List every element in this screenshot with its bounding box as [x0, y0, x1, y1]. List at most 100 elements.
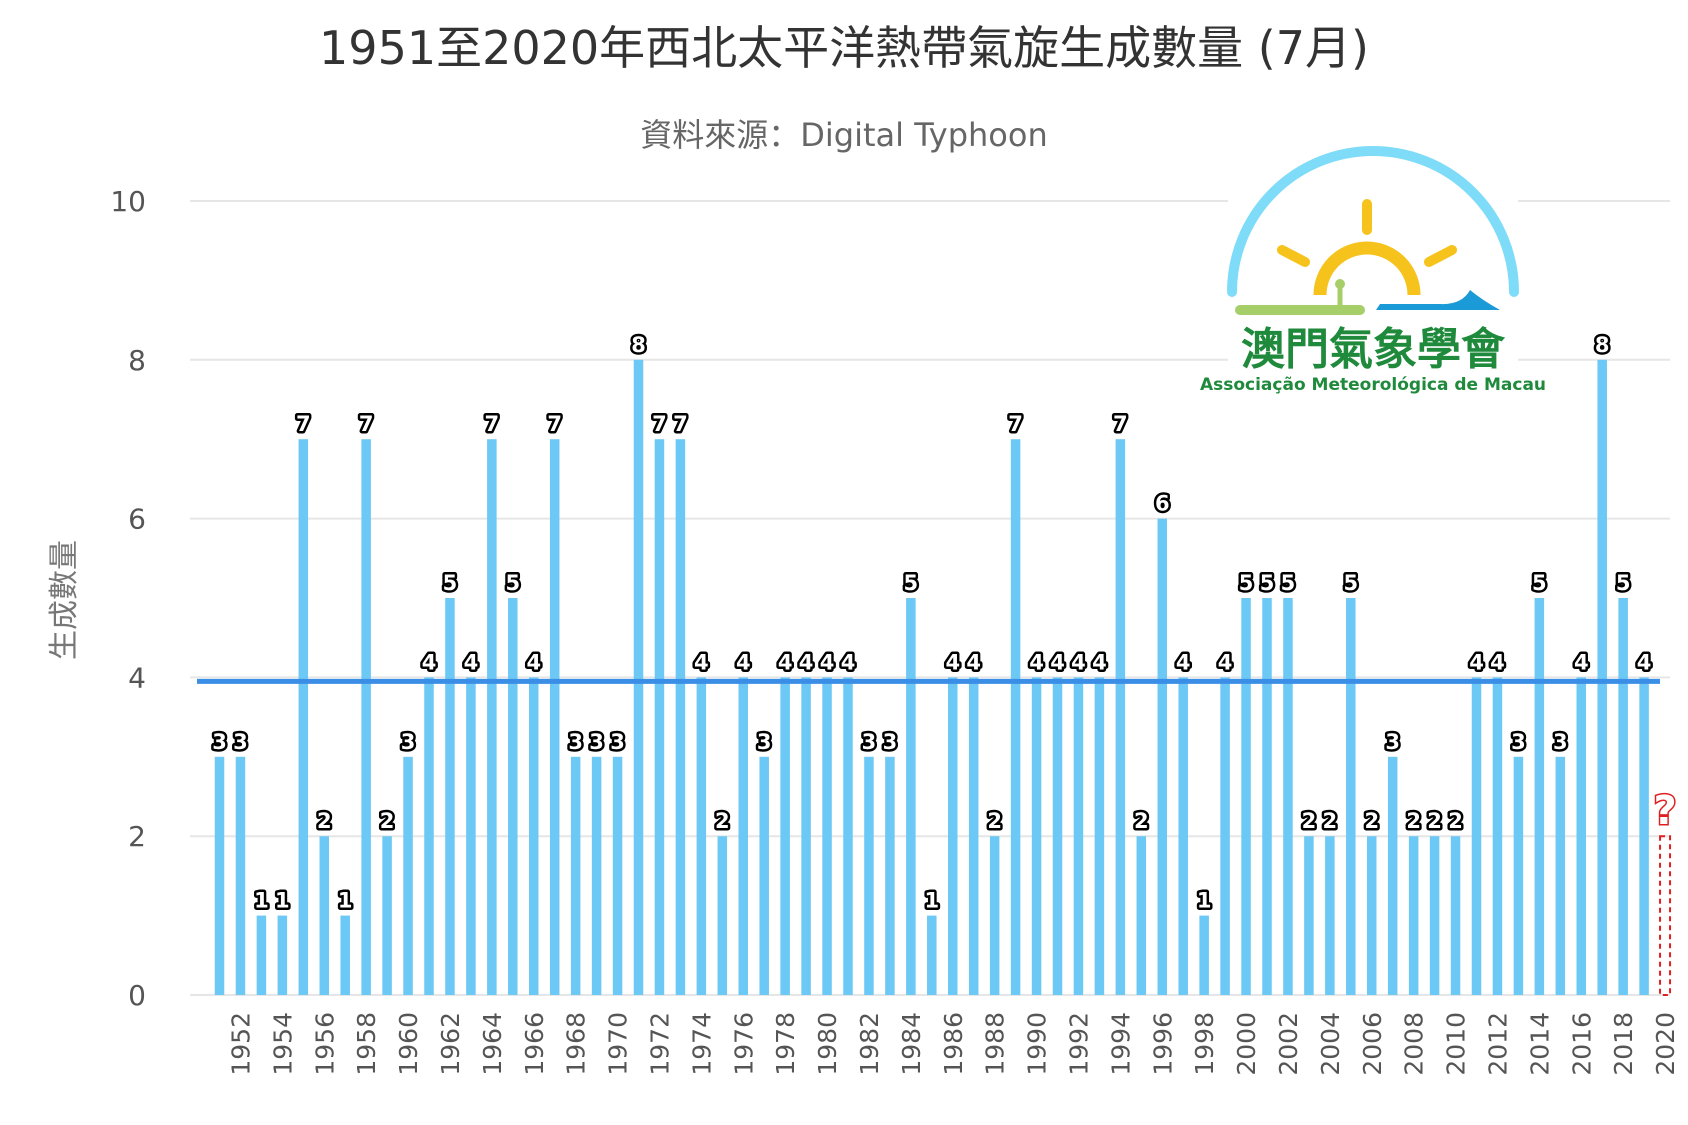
x-tick: 1986: [939, 1012, 968, 1076]
bar: [1450, 836, 1461, 995]
bar: [1492, 677, 1503, 995]
x-tick-label: 2014: [1525, 1012, 1554, 1076]
data-label: 3: [862, 730, 877, 754]
x-tick-label: 1964: [478, 1012, 507, 1076]
bar: [885, 756, 895, 995]
x-tick: 2012: [1483, 1012, 1512, 1076]
bar: [214, 756, 225, 995]
x-tick-label: 2010: [1442, 1012, 1471, 1076]
y-axis-ticks: 0 2 4 6 8 10: [110, 185, 146, 1012]
x-tick-label: 1986: [939, 1012, 968, 1076]
bar: [1199, 915, 1209, 995]
x-tick-label: 1976: [729, 1012, 758, 1076]
data-label: 3: [589, 730, 604, 754]
bar: [927, 915, 937, 995]
bar: [1387, 756, 1398, 995]
bar: [1115, 439, 1126, 995]
x-tick: 1952: [226, 1012, 255, 1076]
bar: [822, 677, 832, 995]
x-tick: 1958: [352, 1012, 381, 1076]
x-tick-label: 2020: [1651, 1012, 1680, 1076]
bar: [1325, 836, 1335, 995]
data-label: 4: [945, 650, 960, 674]
unknown-placeholder-bar: [1659, 835, 1672, 997]
data-label: 7: [673, 412, 688, 436]
bar: [256, 915, 267, 995]
bar: [424, 677, 434, 995]
bar: [633, 359, 644, 995]
data-label: 4: [694, 650, 709, 674]
x-tick: 1960: [394, 1012, 423, 1076]
data-label: 1: [275, 889, 290, 913]
data-label: 4: [1071, 650, 1086, 674]
data-label: 7: [547, 412, 562, 436]
logo-name-cn: 澳門氣象學會: [1241, 324, 1506, 375]
bar: [529, 677, 539, 995]
data-label: 4: [1469, 650, 1484, 674]
data-label: 4: [1490, 650, 1505, 674]
x-tick: 1980: [813, 1012, 842, 1076]
bar: [1031, 677, 1042, 995]
bar: [989, 836, 1000, 995]
bar: [361, 439, 371, 995]
x-tick: 1976: [729, 1012, 758, 1076]
bar: [340, 915, 350, 995]
data-label: 5: [1616, 571, 1631, 595]
data-label: 7: [296, 412, 311, 436]
x-axis-ticks: 1952 1954 1956 1958 1960 1962 1964 1966 1968 1970…: [226, 1012, 1680, 1076]
y-axis-label: 生成數量: [47, 540, 82, 660]
x-tick-label: 1992: [1064, 1012, 1093, 1076]
data-label: 4: [966, 650, 981, 674]
bar: [235, 756, 246, 995]
x-tick: 1956: [310, 1012, 339, 1076]
data-label: 1: [924, 889, 939, 913]
chart-subtitle: 資料來源：Digital Typhoon: [640, 116, 1048, 154]
x-tick-label: 1956: [310, 1012, 339, 1076]
data-label: 7: [1113, 412, 1128, 436]
data-label: 3: [1511, 730, 1526, 754]
chart-title: 1951至2020年西北太平洋熱帶氣旋生成數量 (7月): [319, 21, 1369, 75]
x-tick: 2010: [1442, 1012, 1471, 1076]
data-label: 5: [904, 571, 919, 595]
bar: [696, 677, 707, 995]
logo-backdrop: [1228, 160, 1518, 400]
x-tick-label: 1962: [436, 1012, 465, 1076]
data-label: 3: [401, 730, 416, 754]
bar: [277, 915, 288, 995]
data-label: 2: [1406, 809, 1421, 833]
bar: [801, 677, 811, 995]
data-label: 4: [464, 650, 479, 674]
data-label: 7: [485, 412, 500, 436]
data-label: 2: [1302, 809, 1317, 833]
x-tick: 1996: [1148, 1012, 1177, 1076]
data-label: 4: [526, 650, 541, 674]
data-label: 5: [1281, 571, 1296, 595]
x-tick-label: 1994: [1106, 1012, 1135, 1076]
x-tick: 1968: [562, 1012, 591, 1076]
bar: [1471, 677, 1482, 995]
data-label: 2: [987, 809, 1002, 833]
data-label: 3: [1553, 730, 1568, 754]
x-tick-label: 2000: [1232, 1012, 1261, 1076]
bar: [843, 677, 853, 995]
bars: [214, 359, 1649, 995]
bar: [508, 598, 518, 995]
bar: [675, 439, 686, 995]
data-label: 7: [359, 412, 374, 436]
data-label: 4: [1050, 650, 1065, 674]
bar: [906, 598, 916, 995]
x-tick-label: 2018: [1609, 1012, 1638, 1076]
bar: [549, 439, 560, 995]
data-label: 3: [757, 730, 772, 754]
data-label: 4: [1029, 650, 1044, 674]
unknown-marker-group: ?: [1652, 787, 1678, 997]
data-label: 8: [631, 333, 646, 357]
bar: [1304, 836, 1314, 995]
bar: [1220, 677, 1230, 995]
x-tick-label: 1982: [855, 1012, 884, 1076]
grid-lines: [190, 200, 1670, 996]
bar: [1052, 677, 1063, 995]
x-tick: 1962: [436, 1012, 465, 1076]
bar: [1283, 598, 1293, 995]
bar: [1262, 598, 1272, 995]
